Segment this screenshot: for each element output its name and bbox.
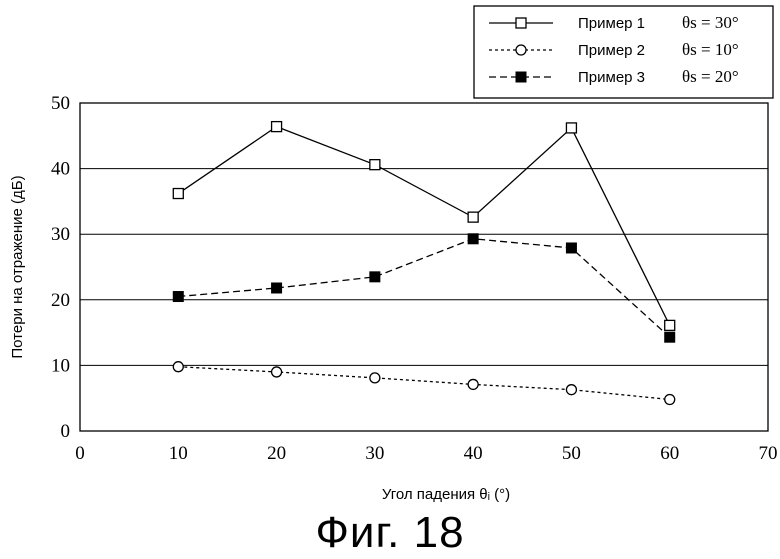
- series-3: [173, 234, 674, 342]
- y-tick-label: 30: [51, 224, 70, 245]
- data-point: [665, 395, 675, 405]
- legend-marker: [516, 45, 526, 55]
- x-tick-label: 0: [75, 443, 85, 464]
- plot-frame: [80, 103, 768, 431]
- x-tick-label: 40: [464, 443, 483, 464]
- series-2: [173, 362, 674, 405]
- legend-param: θs = 20°: [682, 67, 739, 86]
- data-point: [272, 367, 282, 377]
- x-tick-label: 70: [759, 443, 778, 464]
- data-point: [370, 160, 380, 170]
- data-point: [272, 283, 282, 293]
- y-tick-label: 10: [51, 355, 70, 376]
- y-tick-label: 20: [51, 290, 70, 311]
- y-tick-label: 40: [51, 159, 70, 180]
- data-point: [370, 373, 380, 383]
- y-axis-label: Потери на отражение (дБ): [9, 175, 26, 358]
- series-line: [178, 239, 669, 337]
- legend-param: θs = 10°: [682, 40, 739, 59]
- series-1: [173, 122, 674, 331]
- x-tick-label: 10: [169, 443, 188, 464]
- figure-caption: Фиг. 18: [0, 508, 780, 558]
- data-point: [272, 122, 282, 132]
- data-point: [370, 272, 380, 282]
- legend: Пример 1 θs = 30° Пример 2 θs = 10° Пример 3…: [474, 6, 773, 98]
- x-tick-label: 50: [562, 443, 581, 464]
- data-point: [468, 234, 478, 244]
- legend-marker: [516, 72, 526, 82]
- data-point: [468, 212, 478, 222]
- x-tick-label: 30: [365, 443, 384, 464]
- data-point: [173, 189, 183, 199]
- series-line: [178, 367, 669, 400]
- data-point: [173, 362, 183, 372]
- legend-label: Пример 3: [578, 69, 645, 86]
- legend-marker: [516, 18, 526, 28]
- legend-param: θs = 30°: [682, 13, 739, 32]
- y-tick-label: 0: [61, 421, 71, 442]
- data-point: [566, 123, 576, 133]
- legend-label: Пример 1: [578, 15, 645, 32]
- data-point: [173, 292, 183, 302]
- data-point: [665, 320, 675, 330]
- y-tick-label: 50: [51, 93, 70, 114]
- data-point: [468, 379, 478, 389]
- x-tick-label: 20: [267, 443, 286, 464]
- tick-labels: 0 10 20 30 40 50 0 10 20 30 40 50 60 70: [51, 93, 778, 464]
- x-axis-label: Угол падения θᵢ (°): [382, 486, 510, 503]
- data-point: [665, 332, 675, 342]
- data-point: [566, 243, 576, 253]
- series-line: [178, 127, 669, 326]
- series-group: [173, 122, 674, 405]
- data-point: [566, 385, 576, 395]
- x-tick-label: 60: [660, 443, 679, 464]
- chart: 0 10 20 30 40 50 0 10 20 30 40 50 60 70 Потери на отр…: [0, 0, 780, 510]
- legend-label: Пример 2: [578, 42, 645, 59]
